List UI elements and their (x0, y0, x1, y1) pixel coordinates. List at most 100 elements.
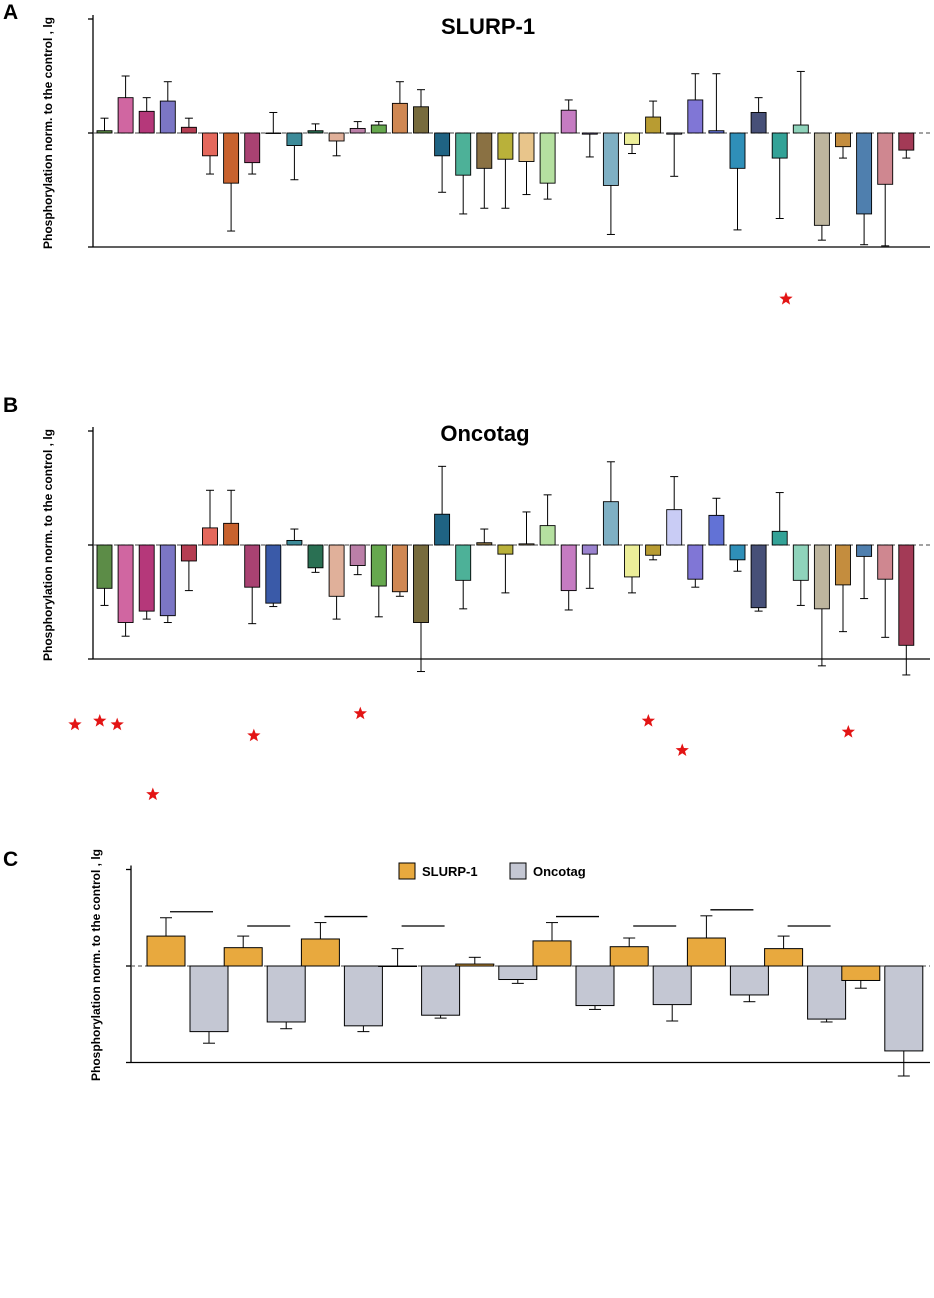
panel-b-highlight-star-icon (675, 743, 689, 757)
panel-b-bar (96, 544, 113, 589)
panel-c-bar-oncotag (807, 965, 847, 1020)
panel-b-bar (413, 544, 429, 623)
panel-c-ylabel: Phosphorylation norm. to the control , l… (89, 849, 103, 1081)
panel-a-bar (328, 132, 345, 142)
panel-b-bar (560, 544, 577, 592)
panel-a-bar (792, 124, 809, 134)
panel-a-ylabel: Phosphorylation norm. to the control , l… (41, 17, 55, 249)
panel-c-bar-slurp1 (300, 938, 340, 967)
panel-b-plot (68, 427, 930, 801)
panel-a-bar (370, 124, 387, 134)
panel-b-bar (581, 544, 598, 555)
panel-b-highlight-star-icon (93, 713, 107, 727)
panel-a-bar (602, 132, 619, 186)
panel-b-bar (835, 544, 851, 586)
panel-b-bar (898, 544, 915, 646)
panel-c-bar-slurp1 (686, 937, 726, 967)
panel-a-bar (666, 132, 683, 135)
panel-a-bar (877, 132, 894, 185)
panel-a-bar (159, 100, 176, 134)
panel-a-bar (898, 132, 915, 151)
panel-c-bar-oncotag (189, 965, 229, 1033)
panel-c-bar-oncotag (884, 965, 924, 1052)
legend-label-oncotag: Oncotag (533, 864, 586, 879)
panel-a-bar (307, 130, 324, 134)
panel-a-bar (202, 132, 218, 157)
panel-c-letter: C (3, 848, 18, 871)
panel-a-bar (391, 102, 408, 134)
panel-a-bar (138, 110, 155, 134)
panel-b-bar (307, 544, 324, 569)
panel-c-bar-slurp1 (841, 965, 881, 981)
panel-a-bar (434, 132, 451, 157)
panel-c-bar-slurp1 (378, 965, 418, 967)
panel-a-bar (413, 106, 429, 134)
panel-c-bar-oncotag (652, 965, 692, 1006)
panel-a-bar (497, 132, 514, 160)
panel-a-bar (223, 132, 240, 184)
panel-b-highlight-star-icon (247, 728, 261, 742)
panel-c-bar-oncotag (575, 965, 615, 1007)
panel-b-bar (138, 544, 155, 612)
panel-c-bar-slurp1 (146, 935, 186, 967)
panel-a-bar (645, 116, 662, 134)
panel-a-bar (771, 132, 788, 159)
panel-c-plot (126, 865, 930, 1077)
panel-b-highlight-star-icon (146, 787, 160, 801)
panel-a-bar (750, 112, 767, 134)
panel-c-bar-oncotag (421, 965, 461, 1016)
panel-b-bar (539, 525, 556, 546)
panel-c-bar-slurp1 (455, 963, 495, 967)
panel-b-ylabel: Phosphorylation norm. to the control , l… (41, 429, 55, 661)
panel-a-title: SLURP-1 (441, 14, 535, 39)
panel-b-highlight-star-icon (353, 706, 367, 720)
legend-swatch-slurp1 (398, 862, 416, 880)
panel-a-bar (455, 132, 472, 176)
panel-c-bar-oncotag (266, 965, 306, 1023)
panel-a-bar (244, 132, 261, 164)
panel-b-bar (159, 544, 176, 617)
panel-a-bar (708, 130, 725, 134)
panel-b-bar (391, 544, 408, 593)
panel-c-bar-oncotag (343, 965, 383, 1027)
panel-b-highlight-star-icon (841, 724, 855, 738)
panel-b-bar (708, 514, 725, 546)
panel-c-bar-oncotag (498, 965, 538, 981)
panel-a-bar (560, 109, 577, 134)
panel-a-bar (286, 132, 303, 146)
panel-b-bar (792, 544, 809, 581)
panel-b-bar (370, 544, 387, 587)
panel-b-highlight-star-icon (641, 713, 656, 727)
panel-a-bar (349, 127, 366, 134)
panel-a-bar (265, 132, 282, 134)
legend-label-slurp1: SLURP-1 (422, 864, 478, 879)
panel-b-highlight-star-icon (68, 717, 82, 731)
panel-b-bar (771, 530, 788, 546)
panel-b-bar (750, 544, 767, 609)
panel-b-bar (602, 501, 619, 546)
panel-b-bar (687, 544, 704, 580)
panel-b-bar (223, 522, 240, 546)
panel-b-bar (117, 544, 134, 623)
panel-c-bar-slurp1 (532, 940, 572, 967)
panel-c-bar-slurp1 (609, 946, 649, 967)
panel-a-bar (729, 132, 746, 169)
panel-a-bar (518, 132, 535, 162)
panel-a-plot (88, 15, 930, 305)
panel-b-bar (666, 509, 683, 546)
panel-b-bar (856, 544, 873, 557)
panel-c-bar-oncotag (729, 965, 769, 996)
panel-b-bar (434, 513, 451, 546)
panel-b-bar (180, 544, 197, 562)
panel-b-bar (328, 544, 345, 597)
panel-a-bar (856, 132, 873, 215)
legend-swatch-oncotag (509, 862, 527, 880)
panel-b-bar (202, 527, 218, 546)
panel-b-letter: B (3, 394, 18, 417)
panel-a-bar (581, 132, 598, 135)
panel-b-bar (497, 544, 514, 555)
panel-a-bar (813, 132, 830, 226)
panel-c-bar-slurp1 (764, 948, 804, 967)
panel-a-bar (835, 132, 851, 148)
